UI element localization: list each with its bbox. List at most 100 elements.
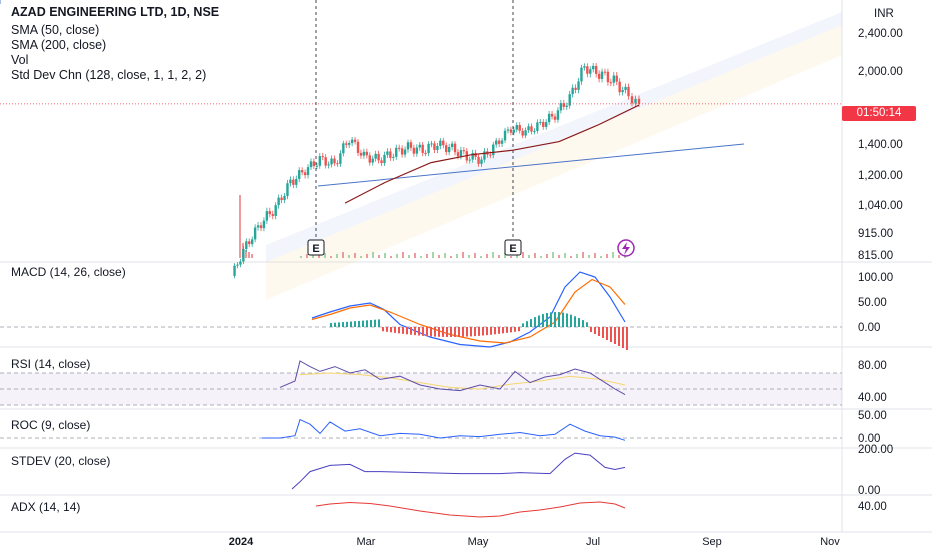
volume-bar: [480, 256, 482, 258]
candle-body: [556, 110, 560, 120]
volume-bar: [498, 255, 500, 258]
candle-body: [248, 241, 251, 245]
candle-body: [333, 158, 336, 164]
time-axis-tick: 2024: [229, 536, 254, 548]
macd-histogram-bar: [606, 327, 608, 340]
indicator-label-sma50[interactable]: SMA (50, close): [11, 23, 100, 37]
volume-bar: [576, 254, 578, 258]
macd-histogram-bar: [462, 327, 464, 337]
indicator-label-sma200[interactable]: SMA (200, close): [11, 38, 107, 52]
macd-histogram-bar: [338, 322, 340, 327]
candle-body: [559, 103, 563, 111]
macd-histogram-bar: [406, 327, 408, 335]
earnings-marker[interactable]: [504, 239, 522, 256]
macd-histogram-bar: [438, 327, 440, 337]
candle-body: [550, 113, 554, 117]
volume-bar: [408, 255, 410, 258]
volume-bar: [486, 254, 488, 258]
macd-histogram-bar: [546, 313, 548, 327]
macd-histogram-bar: [518, 327, 520, 332]
candle-body: [253, 227, 257, 240]
candle-body: [312, 161, 316, 167]
macd-histogram-bar: [610, 327, 612, 342]
candle-body: [330, 158, 333, 165]
candle-body: [574, 87, 577, 90]
macd-histogram-bar: [626, 327, 628, 350]
rsi-ma-line: [299, 372, 626, 390]
macd-histogram-bar: [466, 327, 468, 337]
candle-body: [627, 86, 630, 97]
price-axis-tick: 2,000.00: [858, 66, 903, 78]
pane-label-adx[interactable]: ADX (14, 14): [11, 500, 81, 514]
macd-histogram-bar: [534, 317, 536, 327]
volume-bar: [546, 254, 548, 258]
pane-label-roc[interactable]: ROC (9, close): [11, 418, 91, 432]
candle-body: [500, 140, 504, 144]
macd-histogram-bar: [554, 312, 556, 327]
pane-label-macd[interactable]: MACD (14, 26, close): [11, 265, 126, 279]
candle-body: [509, 129, 513, 133]
earnings-marker[interactable]: [307, 239, 325, 256]
pane-label-stdev[interactable]: STDEV (20, close): [11, 454, 111, 468]
volume-bar: [612, 252, 614, 258]
candle-body: [624, 86, 627, 91]
indicator-label-stddev-channel[interactable]: Std Dev Chn (128, close, 1, 1, 2, 2): [11, 68, 207, 82]
macd-histogram-bar: [598, 327, 600, 336]
candle-body: [586, 66, 589, 74]
macd-histogram-bar: [590, 327, 592, 332]
candle-body: [597, 73, 601, 79]
candle-body: [250, 239, 254, 245]
macd-histogram-bar: [502, 327, 504, 334]
volume-bar: [239, 195, 241, 258]
macd-axis-tick: 50.00: [858, 297, 887, 309]
macd-histogram-bar: [566, 313, 568, 327]
candle-body: [421, 144, 424, 153]
volume-bar: [378, 255, 380, 258]
pane-label-rsi[interactable]: RSI (14, close): [11, 357, 91, 371]
indicator-label-vol[interactable]: Vol: [11, 53, 29, 67]
macd-histogram-bar: [394, 327, 396, 333]
candle-body: [350, 139, 354, 144]
candle-body: [424, 152, 427, 154]
candle-body: [277, 197, 280, 206]
roc-axis-tick: 50.00: [858, 410, 887, 422]
macd-histogram-bar: [374, 319, 376, 327]
candle-body: [395, 147, 398, 157]
volume-bar: [245, 250, 247, 258]
candle-body: [603, 71, 607, 73]
macd-line: [311, 271, 626, 348]
candle-body: [300, 170, 304, 173]
volume-bar: [384, 253, 386, 258]
currency-label: INR: [874, 8, 894, 20]
trend-line: [317, 143, 745, 187]
volume-bar: [534, 253, 536, 258]
candle-body: [400, 148, 404, 155]
candle-body: [259, 225, 263, 229]
candle-body: [433, 143, 436, 150]
lightning-icon: [622, 242, 630, 255]
macd-histogram-bar: [582, 320, 584, 327]
candle-body: [462, 150, 466, 152]
candle-body: [600, 71, 604, 79]
macd-histogram-bar: [442, 327, 444, 337]
candle-body: [618, 81, 621, 93]
macd-histogram-bar: [586, 322, 588, 327]
rsi-line: [279, 360, 626, 396]
candle-body: [542, 121, 545, 127]
macd-histogram-bar: [386, 327, 388, 332]
volume-bar: [300, 256, 302, 258]
candle-body: [397, 147, 401, 149]
volume-bar: [558, 255, 560, 258]
candle-body: [236, 264, 239, 266]
rsi-axis-tick: 80.00: [858, 360, 887, 372]
macd-histogram-bar: [434, 327, 436, 337]
macd-histogram-bar: [602, 327, 604, 338]
candle-body: [468, 159, 471, 161]
candle-body: [430, 143, 433, 145]
candle-body: [368, 155, 371, 163]
candle-body: [356, 141, 360, 153]
volume-bar: [366, 254, 368, 258]
candle-body: [321, 156, 324, 158]
